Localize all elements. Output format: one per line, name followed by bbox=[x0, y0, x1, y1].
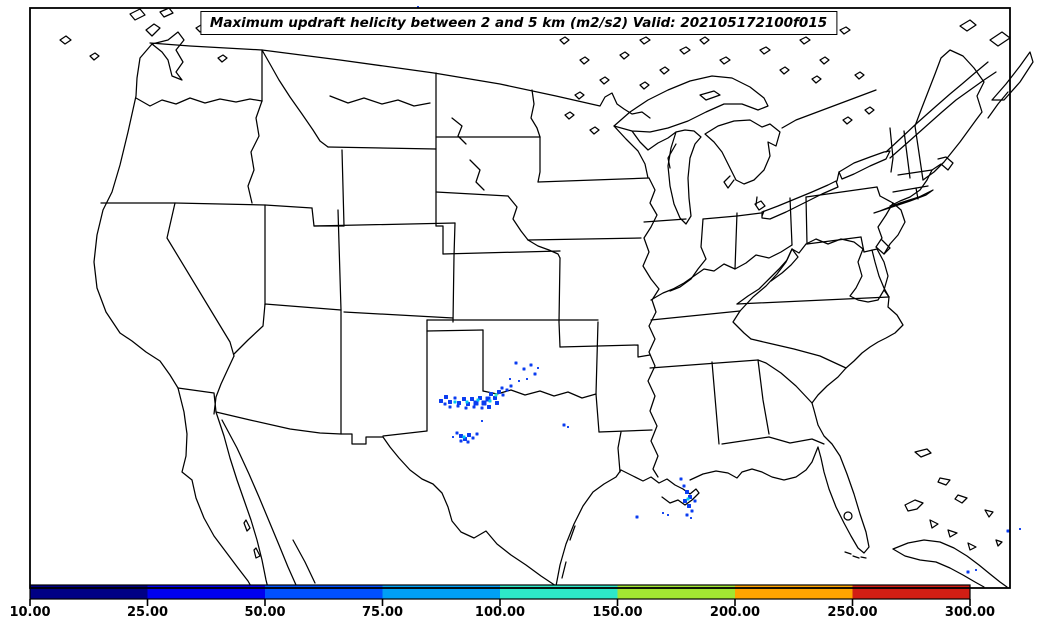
helicity-spot bbox=[444, 395, 448, 399]
helicity-spot bbox=[473, 400, 479, 406]
helicity-spot bbox=[476, 398, 480, 402]
helicity-spot bbox=[453, 396, 457, 400]
colorbar-segment bbox=[147, 585, 266, 599]
helicity-spot bbox=[505, 388, 509, 392]
helicity-spot bbox=[481, 400, 487, 406]
helicity-spot bbox=[462, 435, 466, 439]
helicity-spot bbox=[467, 433, 471, 437]
helicity-spot bbox=[497, 390, 501, 394]
helicity-spot bbox=[481, 420, 483, 422]
helicity-spot bbox=[443, 402, 447, 406]
colorbar-tick-label: 75.00 bbox=[361, 605, 404, 620]
colorbar-tick-label: 50.00 bbox=[244, 605, 286, 620]
helicity-spot bbox=[662, 512, 664, 514]
helicity-spot bbox=[487, 405, 491, 409]
helicity-spot bbox=[493, 396, 497, 400]
colorbar-tick-label: 250.00 bbox=[827, 605, 878, 620]
helicity-spot bbox=[464, 406, 468, 410]
helicity-spot bbox=[690, 509, 694, 513]
helicity-spot bbox=[448, 400, 452, 404]
helicity-spot bbox=[562, 423, 566, 427]
helicity-spot bbox=[522, 367, 526, 371]
helicity-spot bbox=[679, 477, 683, 481]
colorbar-segment bbox=[735, 585, 853, 599]
helicity-spot bbox=[453, 400, 457, 404]
map-frame bbox=[29, 7, 1011, 589]
helicity-spot bbox=[529, 363, 533, 367]
helicity-spot bbox=[514, 361, 518, 365]
helicity-spot bbox=[667, 514, 669, 516]
helicity-spot bbox=[966, 570, 970, 574]
helicity-spot bbox=[439, 399, 443, 403]
helicity-spot bbox=[533, 372, 537, 376]
helicity-spot bbox=[456, 404, 460, 408]
helicity-spot bbox=[1006, 529, 1010, 533]
helicity-spot bbox=[509, 384, 513, 388]
colorbar-segment bbox=[617, 585, 736, 599]
helicity-spot bbox=[509, 378, 511, 380]
colorbar-tick-label: 300.00 bbox=[944, 605, 996, 620]
colorbar-tick-label: 200.00 bbox=[709, 605, 761, 620]
helicity-spot bbox=[475, 432, 479, 436]
helicity-spot bbox=[495, 401, 499, 405]
helicity-spot bbox=[537, 367, 539, 369]
helicity-spot bbox=[687, 504, 691, 508]
helicity-spot bbox=[457, 401, 461, 405]
helicity-spot bbox=[471, 436, 475, 440]
colorbar-segment bbox=[382, 585, 501, 599]
helicity-spot bbox=[686, 497, 690, 501]
helicity-spot bbox=[685, 513, 689, 517]
helicity-spot bbox=[455, 431, 459, 435]
map-linework bbox=[59, 7, 1034, 589]
plot-title: Maximum updraft helicity between 2 and 5… bbox=[199, 11, 838, 35]
helicity-spot bbox=[635, 515, 639, 519]
helicity-spot bbox=[459, 439, 463, 443]
helicity-spot bbox=[683, 499, 687, 503]
helicity-spot bbox=[472, 405, 476, 409]
helicity-spot bbox=[682, 484, 686, 488]
helicity-spot bbox=[501, 393, 505, 397]
helicity-spot bbox=[500, 386, 504, 390]
helicity-spot bbox=[466, 440, 470, 444]
colorbar-segment bbox=[265, 585, 383, 599]
colorbar-tick-label: 25.00 bbox=[126, 605, 169, 620]
colorbar-segment bbox=[852, 585, 971, 599]
helicity-spot bbox=[494, 393, 498, 397]
helicity-spot bbox=[567, 426, 569, 428]
colorbar-tick-label: 10.00 bbox=[9, 605, 51, 620]
helicity-spot bbox=[1019, 528, 1021, 530]
helicity-spot bbox=[459, 434, 463, 438]
helicity-spot bbox=[488, 399, 492, 403]
helicity-spot bbox=[693, 499, 697, 503]
helicity-spot bbox=[448, 405, 452, 409]
colorbar-segment bbox=[500, 585, 618, 599]
colorbar-segment bbox=[30, 585, 148, 599]
helicity-spot bbox=[465, 400, 469, 404]
helicity-spot bbox=[685, 490, 689, 494]
helicity-spot bbox=[452, 436, 454, 438]
colorbar-tick-label: 100.00 bbox=[474, 605, 526, 620]
helicity-spot bbox=[480, 406, 484, 410]
helicity-spot bbox=[518, 380, 520, 382]
helicity-spot bbox=[975, 569, 977, 571]
helicity-spot bbox=[690, 517, 692, 519]
helicity-spots-layer bbox=[417, 6, 1021, 574]
colorbar-tick-label: 150.00 bbox=[592, 605, 643, 620]
helicity-spot bbox=[462, 397, 466, 401]
helicity-spot bbox=[526, 378, 528, 380]
helicity-spot bbox=[470, 397, 474, 401]
helicity-spot bbox=[489, 392, 493, 396]
